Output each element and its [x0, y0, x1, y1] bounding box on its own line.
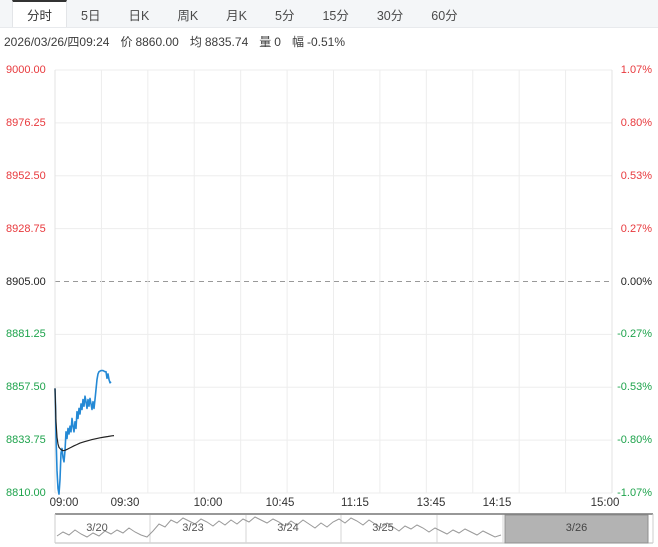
tab-minute[interactable]: 分时: [12, 0, 68, 27]
y-axis-label-percent: -0.27%: [617, 328, 652, 341]
x-axis-tick: 09:30: [110, 497, 140, 509]
vol-value: 0: [274, 34, 281, 49]
tab-monthly-k[interactable]: 月K: [226, 9, 247, 23]
x-axis-tick: 15:00: [590, 497, 620, 509]
y-axis-label-price: 9000.00: [6, 64, 46, 76]
avg-value: 8835.74: [204, 34, 249, 49]
navigator-selected-date-label: 3/26: [565, 522, 588, 534]
y-axis-label-percent: -0.53%: [617, 381, 652, 394]
period-tabbar: 分时 5日 日K 周K 月K 5分 15分 30分 60分: [0, 0, 658, 28]
y-axis-label-price: 8905.00: [6, 275, 46, 288]
x-axis-tick: 10:45: [265, 497, 295, 509]
y-axis-label-price: 8976.25: [6, 116, 46, 129]
price-label: 价: [120, 34, 133, 49]
average-line: [54, 388, 115, 452]
x-axis-tick: 14:15: [482, 497, 512, 509]
tab-15min[interactable]: 15分: [322, 9, 349, 23]
avg-label: 均: [189, 34, 202, 49]
y-axis-label-percent: -1.07%: [617, 487, 652, 499]
y-axis-label-price: 8857.50: [6, 381, 46, 394]
tab-60min[interactable]: 60分: [431, 9, 458, 23]
x-axis-tick: 10:00: [193, 497, 223, 509]
tab-daily-k[interactable]: 日K: [128, 9, 150, 23]
y-axis-label-percent: 0.80%: [620, 116, 652, 129]
price-value: 8860.00: [135, 34, 179, 49]
navigator-date-label: 3/25: [372, 522, 394, 534]
navigator-date-label: 3/23: [182, 522, 204, 534]
x-axis-tick: 09:00: [49, 497, 79, 509]
y-axis-label-percent: -0.80%: [617, 434, 652, 447]
y-axis-label-percent: 1.07%: [620, 64, 652, 76]
y-axis-label-percent: 0.00%: [620, 275, 652, 288]
navigator-selected-range[interactable]: [504, 514, 649, 544]
tab-weekly-k[interactable]: 周K: [177, 9, 199, 23]
navigator-date-label: 3/24: [277, 522, 299, 534]
y-axis-label-price: 8833.75: [6, 434, 46, 447]
price-line: [54, 369, 112, 495]
vol-label: 量: [259, 34, 272, 49]
y-axis-label-price: 8952.50: [6, 169, 46, 182]
y-axis-label-price: 8928.75: [6, 222, 46, 235]
x-axis-tick: 13:45: [416, 497, 446, 509]
y-axis-label-percent: 0.53%: [620, 169, 652, 182]
navigator-history-wave: [56, 516, 502, 538]
x-axis-tick: 11:15: [341, 497, 369, 509]
navigator-date-label: 3/20: [86, 522, 108, 534]
tab-30min[interactable]: 30分: [376, 9, 404, 23]
tab-5day[interactable]: 5日: [81, 9, 101, 23]
quote-datetime: 2026/03/26/四09:24: [4, 34, 110, 49]
y-axis-label-price: 8810.00: [6, 487, 46, 499]
quote-range: 幅 -0.51%: [292, 33, 345, 50]
range-value: -0.51%: [306, 34, 345, 49]
y-axis-label-price: 8881.25: [6, 328, 46, 341]
quote-price: 价 8860.00: [120, 33, 178, 50]
quote-average: 均 8835.74: [190, 33, 248, 50]
tab-5min[interactable]: 5分: [275, 9, 295, 23]
range-label: 幅: [291, 34, 304, 49]
y-axis-label-percent: 0.27%: [620, 222, 652, 235]
